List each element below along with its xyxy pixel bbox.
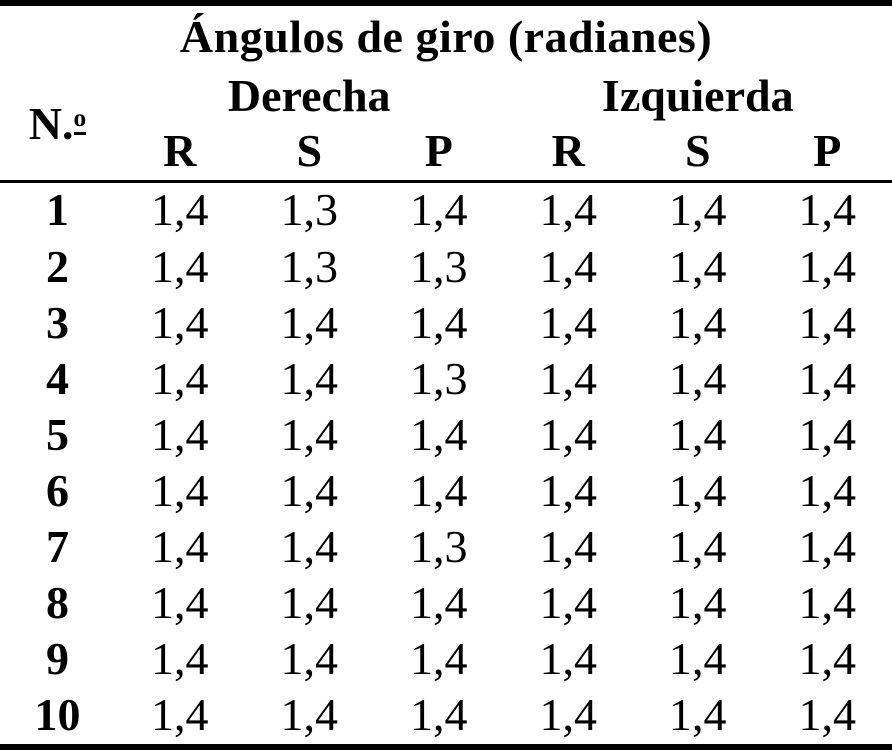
table-row: 9 1,4 1,4 1,4 1,4 1,4 1,4 <box>0 631 892 687</box>
value-cell: 1,4 <box>410 184 468 236</box>
value-cell: 1,4 <box>280 577 339 629</box>
value-cell: 1,4 <box>410 296 468 348</box>
value-cell: 1,4 <box>669 689 727 741</box>
table-row: 8 1,4 1,4 1,4 1,4 1,4 1,4 <box>0 575 892 631</box>
row-number: 3 <box>46 296 69 348</box>
value-cell: 1,4 <box>539 464 598 516</box>
value-cell: 1,4 <box>410 577 468 629</box>
value-cell: 1,3 <box>410 352 468 404</box>
value-cell: 1,4 <box>669 296 727 348</box>
value-cell: 1,4 <box>539 352 598 404</box>
value-cell: 1,4 <box>151 577 209 629</box>
row-number: 9 <box>46 633 69 685</box>
value-cell: 1,4 <box>798 296 857 348</box>
value-cell: 1,4 <box>539 240 598 292</box>
value-cell: 1,4 <box>151 352 209 404</box>
value-cell: 1,4 <box>280 296 339 348</box>
value-cell: 1,4 <box>798 352 857 404</box>
row-number: 5 <box>46 408 69 460</box>
col-header-derecha-s: S <box>244 123 374 183</box>
value-cell: 1,4 <box>410 464 468 516</box>
value-cell: 1,4 <box>539 520 598 572</box>
value-cell: 1,4 <box>798 520 857 572</box>
value-cell: 1,4 <box>151 689 209 741</box>
value-cell: 1,4 <box>151 408 209 460</box>
value-cell: 1,4 <box>798 408 857 460</box>
value-cell: 1,3 <box>280 184 339 236</box>
value-cell: 1,4 <box>410 633 468 685</box>
value-cell: 1,4 <box>151 633 209 685</box>
value-cell: 1,4 <box>539 577 598 629</box>
table-row: 3 1,4 1,4 1,4 1,4 1,4 1,4 <box>0 295 892 351</box>
table-row: 5 1,4 1,4 1,4 1,4 1,4 1,4 <box>0 407 892 463</box>
col-header-derecha-r: R <box>115 123 245 183</box>
col-group-izquierda: Izquierda <box>601 69 794 121</box>
value-cell: 1,4 <box>669 577 727 629</box>
col-header-derecha-p: P <box>374 123 504 183</box>
value-cell: 1,4 <box>669 464 727 516</box>
value-cell: 1,4 <box>410 408 468 460</box>
value-cell: 1,3 <box>410 240 468 292</box>
table-body: 1 1,4 1,3 1,4 1,4 1,4 1,4 2 1,4 1,3 1,3 … <box>0 181 892 747</box>
value-cell: 1,3 <box>410 520 468 572</box>
value-cell: 1,4 <box>151 240 209 292</box>
value-cell: 1,4 <box>798 240 857 292</box>
value-cell: 1,4 <box>669 633 727 685</box>
value-cell: 1,4 <box>798 577 857 629</box>
value-cell: 1,4 <box>151 184 209 236</box>
value-cell: 1,4 <box>798 689 857 741</box>
value-cell: 1,4 <box>669 184 727 236</box>
value-cell: 1,4 <box>280 408 339 460</box>
value-cell: 1,4 <box>669 240 727 292</box>
value-cell: 1,4 <box>280 464 339 516</box>
value-cell: 1,4 <box>539 689 598 741</box>
value-cell: 1,4 <box>539 408 598 460</box>
value-cell: 1,4 <box>539 296 598 348</box>
row-number: 7 <box>46 520 69 572</box>
table-row: 7 1,4 1,4 1,3 1,4 1,4 1,4 <box>0 519 892 575</box>
col-header-izquierda-s: S <box>633 123 763 183</box>
value-cell: 1,4 <box>798 464 857 516</box>
number-label-prefix: N. <box>28 97 74 149</box>
value-cell: 1,4 <box>280 633 339 685</box>
col-group-derecha: Derecha <box>227 69 391 121</box>
table-row: 4 1,4 1,4 1,3 1,4 1,4 1,4 <box>0 351 892 407</box>
ordinal-indicator: o <box>73 105 87 136</box>
value-cell: 1,4 <box>539 633 598 685</box>
value-cell: 1,4 <box>151 464 209 516</box>
col-header-izquierda-r: R <box>503 123 633 183</box>
table-title: Ángulos de giro (radianes) <box>179 11 713 63</box>
value-cell: 1,4 <box>539 184 598 236</box>
value-cell: 1,4 <box>410 689 468 741</box>
table-row: 1 1,4 1,3 1,4 1,4 1,4 1,4 <box>0 181 892 239</box>
table-header: Ángulos de giro (radianes) N.o Derecha I… <box>0 3 892 183</box>
row-number: 8 <box>46 577 69 629</box>
table-row: 6 1,4 1,4 1,4 1,4 1,4 1,4 <box>0 463 892 519</box>
value-cell: 1,4 <box>280 520 339 572</box>
value-cell: 1,4 <box>669 520 727 572</box>
col-header-izquierda-p: P <box>762 123 892 183</box>
value-cell: 1,4 <box>669 352 727 404</box>
row-number: 6 <box>46 464 69 516</box>
value-cell: 1,4 <box>280 352 339 404</box>
value-cell: 1,4 <box>280 689 339 741</box>
table-row: 2 1,4 1,3 1,3 1,4 1,4 1,4 <box>0 239 892 295</box>
value-cell: 1,4 <box>151 296 209 348</box>
value-cell: 1,3 <box>280 240 339 292</box>
row-number: 10 <box>34 689 81 741</box>
value-cell: 1,4 <box>669 408 727 460</box>
subheader-row: R S P R S P <box>0 123 892 183</box>
row-number: 2 <box>46 240 69 292</box>
row-number: 1 <box>46 184 69 236</box>
value-cell: 1,4 <box>798 633 857 685</box>
group-header-row: N.o Derecha Izquierda <box>0 69 892 183</box>
col-header-number: N.o <box>0 69 115 183</box>
row-number: 4 <box>46 352 69 404</box>
title-row: Ángulos de giro (radianes) <box>0 3 892 69</box>
table-row: 10 1,4 1,4 1,4 1,4 1,4 1,4 <box>0 688 892 748</box>
value-cell: 1,4 <box>798 184 857 236</box>
value-cell: 1,4 <box>151 520 209 572</box>
